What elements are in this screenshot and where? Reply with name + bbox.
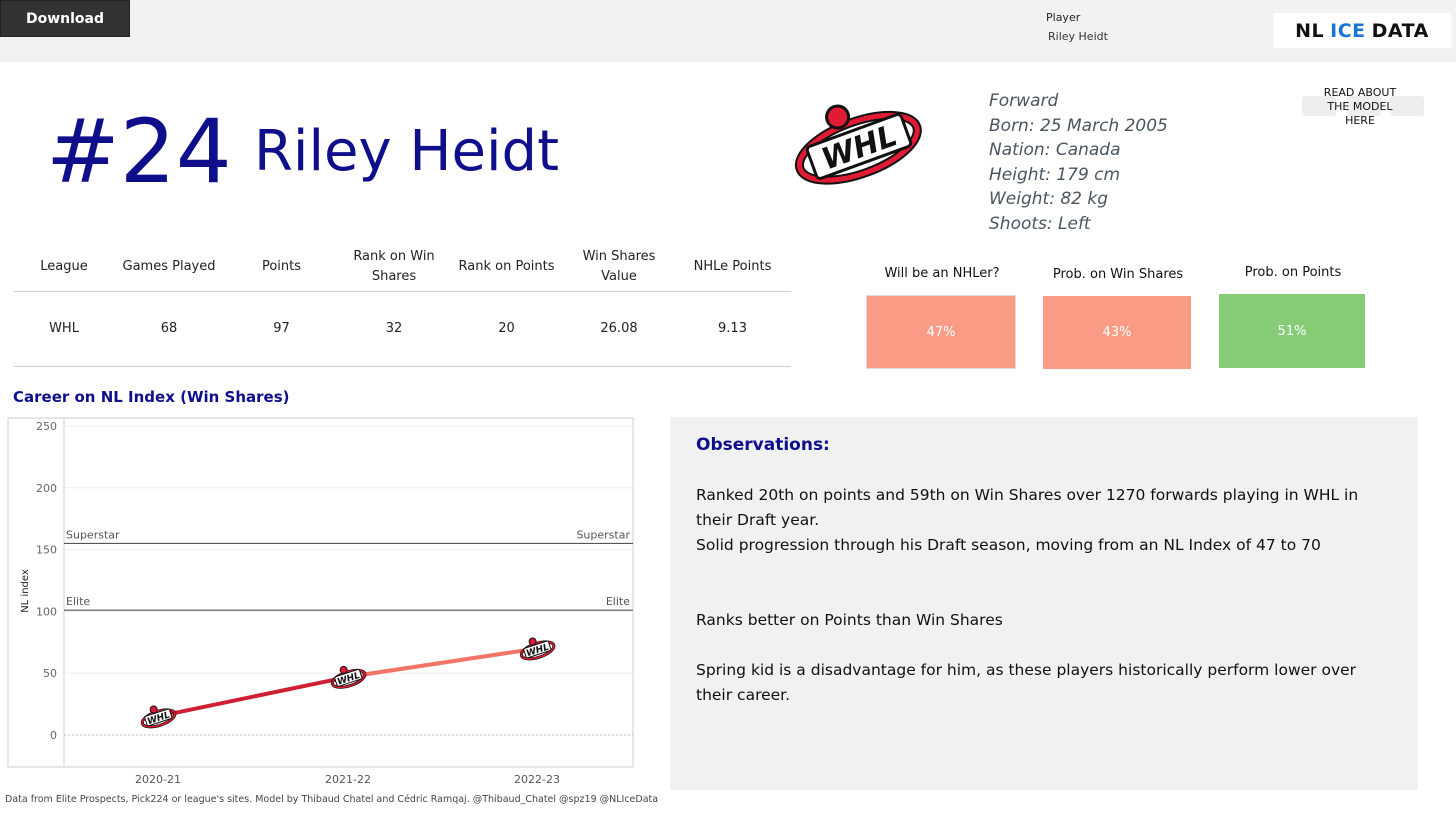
download-button[interactable]: Download [0,0,130,37]
cell-league: WHL [14,291,114,367]
marker-plate [144,708,173,727]
col-header-win-shares-value: Win Shares Value [564,243,674,292]
series-line-segment [156,674,350,719]
prob-points-box: 51% [1219,294,1365,368]
cell-win-shares-value: 26.08 [564,291,674,367]
player-bio: Forward Born: 25 March 2005 Nation: Cana… [989,89,1168,237]
brand-logo: NL ICE DATA [1273,13,1451,48]
ghost-thumbnail [1302,96,1336,116]
data-point-whl-logo: WHL [140,705,177,729]
reference-label-right: Elite [606,595,630,608]
stats-table: League Games Played Points Rank on Win S… [14,243,791,367]
marker-dot [149,705,158,714]
data-source-footer: Data from Elite Prospects, Pick224 or le… [5,794,659,805]
ghost-thumbnail [1347,96,1381,116]
data-point-whl-logo: WHL [519,637,556,661]
chart-title: Career on NL Index (Win Shares) [13,388,290,406]
jersey-number: #24 [46,100,232,203]
y-tick-label: 100 [36,605,57,618]
read-about-model-link[interactable]: READ ABOUT THE MODEL HERE [1292,66,1432,146]
reference-label-left: Elite [66,595,90,608]
observation-paragraph [696,633,1396,658]
observation-paragraph: Spring kid is a disadvantage for him, as… [696,661,1357,704]
ghost-thumbnail [1390,96,1424,116]
y-tick-label: 50 [43,667,57,680]
read-about-model-label[interactable]: READ ABOUT THE MODEL HERE [1323,86,1397,127]
prob-win-shares-box: 43% [1043,296,1191,369]
observation-paragraph: Ranked 20th on points and 59th on Win Sh… [696,486,1359,529]
col-header-rank-win-shares: Rank on Win Shares [339,243,449,292]
prob-points-title: Prob. on Points [1244,265,1342,280]
y-tick-label: 200 [36,482,57,495]
player-filter-label: Player [1046,11,1081,24]
whl-logo: WHL [794,104,922,185]
observations-text: Ranked 20th on points and 59th on Win Sh… [696,483,1396,708]
prob-win-shares: Prob. on Win Shares 43% [1043,267,1193,369]
nl-index-chart: 0 50 100 150 200 250 NL index Superstar Supersta… [7,417,634,786]
marker-dot [339,665,348,674]
reference-label-right: Superstar [576,528,630,541]
marker-plate [523,640,552,659]
table-header-row: League Games Played Points Rank on Win S… [14,243,791,292]
prob-points: Prob. on Points 51% [1219,265,1367,368]
cell-nhle-points: 9.13 [674,291,791,367]
y-tick-label: 250 [36,420,57,433]
bio-shoots: Shoots: Left [989,213,1091,234]
y-tick-label: 0 [50,729,57,742]
cell-rank-points: 20 [449,291,564,367]
brand-text-3: DATA [1371,19,1429,42]
marker-plate [334,668,363,687]
observation-paragraph: Ranks better on Points than Win Shares [696,611,1003,629]
observations-title: Observations: [696,435,830,455]
reference-label-left: Superstar [66,528,120,541]
col-header-games-played: Games Played [114,243,224,292]
chart-frame [7,417,634,768]
player-name: Riley Heidt [254,119,560,184]
observation-paragraph [696,583,1396,608]
cell-points: 97 [224,291,339,367]
observation-paragraph [696,558,1396,583]
bio-position: Forward [989,91,1059,111]
series-line-segment [346,646,539,679]
brand-text-2: ICE [1330,19,1366,42]
player-filter-value[interactable]: Riley Heidt [1048,30,1108,43]
prob-nhler-title: Will be an NHLer? [884,266,1000,281]
x-tick-label: 2021-22 [325,773,371,786]
top-bar [0,0,1456,62]
observation-paragraph: Solid progression through his Draft seas… [696,536,1321,554]
marker-dot [528,637,537,646]
bio-nation: Nation: Canada [989,140,1121,161]
col-header-rank-points: Rank on Points [449,243,564,292]
bio-height: Height: 179 cm [989,164,1121,185]
bio-born: Born: 25 March 2005 [989,115,1168,136]
prob-nhler: Will be an NHLer? 47% [866,266,1018,369]
col-header-league: League [14,243,114,292]
cell-rank-win-shares: 32 [339,291,449,367]
player-filter[interactable]: Player Riley Heidt [1046,11,1108,43]
y-axis-label: NL index [20,569,31,613]
prob-nhler-box: 47% [866,295,1016,369]
bio-weight: Weight: 82 kg [989,189,1109,210]
observations-panel: Observations: Ranked 20th on points and … [670,417,1418,790]
brand-text-1: NL [1295,19,1325,42]
col-header-nhle-points: NHLe Points [674,243,791,292]
y-tick-label: 150 [36,544,57,557]
data-point-whl-logo: WHL [330,665,367,689]
x-tick-label: 2020-21 [135,773,181,786]
table-row: WHL 68 97 32 20 26.08 9.13 [14,291,791,367]
col-header-points: Points [224,243,339,292]
x-tick-label: 2022-23 [514,773,560,786]
prob-win-shares-title: Prob. on Win Shares [1052,267,1184,282]
cell-games-played: 68 [114,291,224,367]
